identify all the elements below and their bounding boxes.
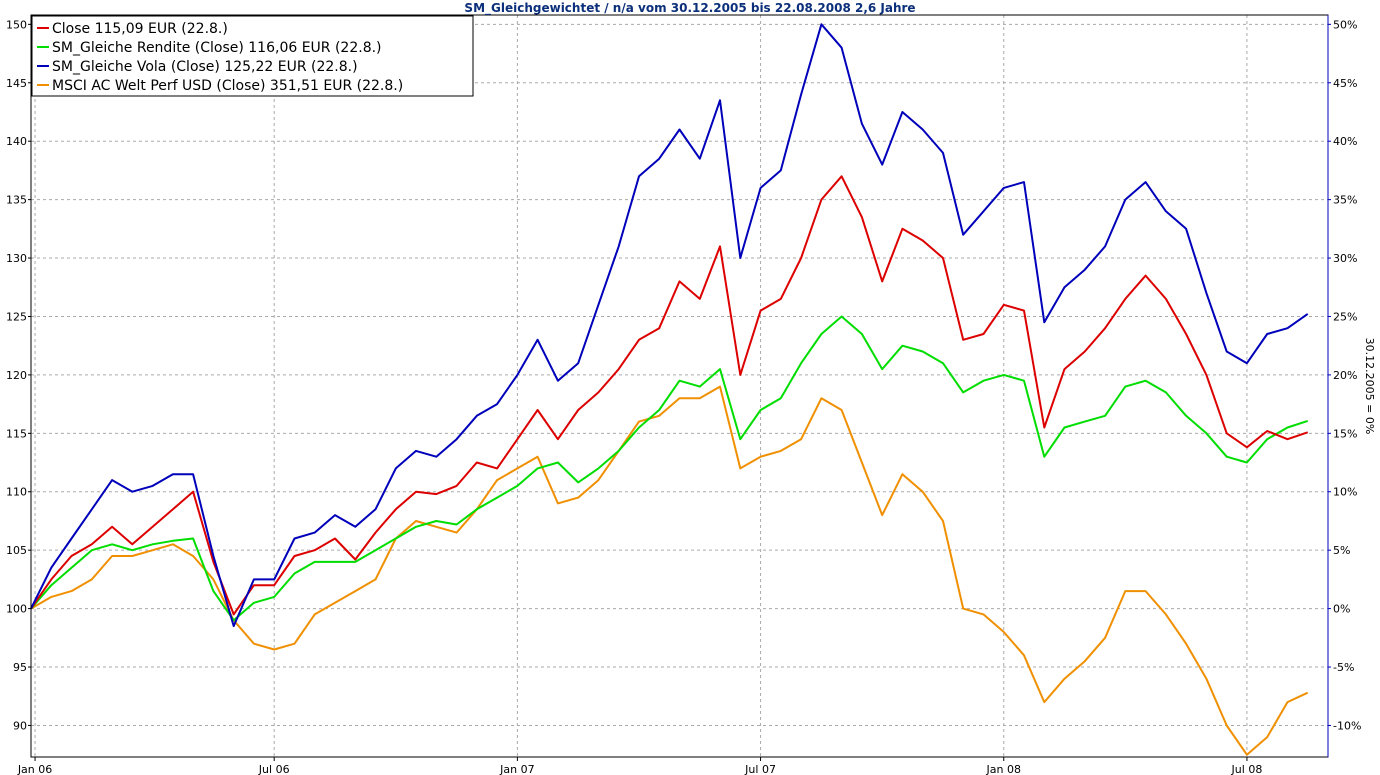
series-line-2	[30, 23, 1309, 628]
x-tick-label: Jul 06	[258, 763, 290, 775]
y-right-tick-label: 25%	[1333, 310, 1357, 323]
y-right-tick-label: 0%	[1333, 603, 1350, 616]
x-tick-label: Jul 07	[744, 763, 776, 775]
right-axis-label: 30.12.2005 = 0%	[1363, 338, 1376, 435]
y-right-axis: -10% -5% 0% 5% 10% 15% 20% 25% 30% 35% 40% 45% 50%	[1328, 18, 1361, 732]
y-tick-label: 110	[6, 486, 27, 499]
legend-entry: Close 115,09 EUR (22.8.)	[52, 21, 228, 37]
y-right-tick-label: 15%	[1333, 427, 1357, 440]
x-axis: Jan 06 Jul 06 Jan 07 Jul 07 Jan 08 Jul 08	[17, 757, 1262, 775]
y-right-tick-label: 45%	[1333, 77, 1357, 90]
series-line-1	[30, 315, 1309, 622]
y-tick-label: 95	[13, 661, 27, 674]
y-tick-label: 150	[6, 18, 27, 31]
y-right-tick-label: 50%	[1333, 18, 1357, 31]
y-right-tick-label: 30%	[1333, 252, 1357, 265]
y-tick-label: 105	[6, 544, 27, 557]
chart-title: SM_Gleichgewichtet / n/a vom 30.12.2005 …	[464, 1, 915, 16]
y-right-tick-label: -10%	[1333, 719, 1361, 732]
legend-box	[31, 15, 474, 97]
y-tick-label: 100	[6, 603, 27, 616]
y-right-tick-label: 20%	[1333, 369, 1357, 382]
y-tick-label: 90	[13, 719, 27, 732]
x-tick-label: Jan 06	[17, 763, 52, 775]
y-tick-label: 115	[6, 427, 27, 440]
y-right-tick-label: 35%	[1333, 194, 1357, 207]
y-tick-label: 130	[6, 252, 27, 265]
x-tick-label: Jan 07	[499, 763, 534, 775]
y-tick-label: 125	[6, 310, 27, 323]
series-line-3	[30, 385, 1309, 756]
legend: Close 115,09 EUR (22.8.) SM_Gleiche Rendi…	[31, 15, 474, 97]
y-tick-label: 120	[6, 369, 27, 382]
x-tick-label: Jan 08	[986, 763, 1021, 775]
y-right-tick-label: -5%	[1333, 661, 1354, 674]
legend-entry: SM_Gleiche Vola (Close) 125,22 EUR (22.8…	[52, 59, 358, 75]
y-left-axis: 90 95 100 105 110 115 120 125 130 135 140 145 150	[6, 18, 31, 732]
y-tick-label: 135	[6, 194, 27, 207]
series-line-0	[30, 175, 1309, 616]
y-tick-label: 145	[6, 77, 27, 90]
x-tick-label: Jul 08	[1231, 763, 1263, 775]
y-right-tick-label: 40%	[1333, 135, 1357, 148]
y-right-tick-label: 10%	[1333, 486, 1357, 499]
y-right-tick-label: 5%	[1333, 544, 1350, 557]
series-layer	[30, 23, 1309, 756]
legend-entry: SM_Gleiche Rendite (Close) 116,06 EUR (2…	[52, 40, 382, 56]
legend-entry: MSCI AC Welt Perf USD (Close) 351,51 EUR…	[52, 78, 403, 94]
y-tick-label: 140	[6, 135, 27, 148]
